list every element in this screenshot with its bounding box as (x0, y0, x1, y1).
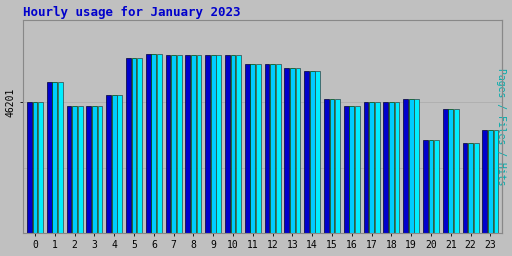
Bar (443, 109, 447, 256)
Bar (335, 99, 340, 256)
Bar (256, 65, 261, 256)
Bar (409, 99, 414, 256)
Bar (126, 58, 131, 256)
Bar (245, 65, 250, 256)
Bar (434, 140, 439, 256)
Bar (375, 102, 379, 256)
Bar (172, 56, 176, 256)
Bar (112, 95, 117, 256)
Bar (146, 54, 151, 256)
Bar (310, 71, 314, 256)
Bar (429, 140, 433, 256)
Bar (364, 102, 369, 256)
Bar (225, 56, 230, 256)
Bar (383, 102, 388, 256)
Bar (488, 130, 493, 256)
Bar (157, 54, 162, 256)
Bar (315, 71, 320, 256)
Bar (38, 102, 43, 256)
Bar (403, 99, 408, 256)
Bar (324, 99, 329, 256)
Bar (270, 65, 275, 256)
Bar (349, 106, 354, 256)
Bar (78, 106, 82, 256)
Bar (474, 143, 479, 256)
Bar (231, 56, 236, 256)
Text: Hourly usage for January 2023: Hourly usage for January 2023 (23, 6, 241, 18)
Bar (468, 143, 473, 256)
Bar (92, 106, 97, 256)
Bar (191, 56, 196, 256)
Bar (205, 56, 210, 256)
Bar (369, 102, 374, 256)
Bar (58, 82, 63, 256)
Bar (211, 56, 216, 256)
Bar (285, 68, 289, 256)
Bar (33, 102, 37, 256)
Bar (395, 102, 399, 256)
Bar (355, 106, 360, 256)
Bar (185, 56, 190, 256)
Bar (463, 143, 467, 256)
Bar (197, 56, 201, 256)
Y-axis label: Pages / Files / Hits: Pages / Files / Hits (497, 68, 506, 185)
Bar (98, 106, 102, 256)
Bar (276, 65, 281, 256)
Bar (72, 106, 77, 256)
Bar (449, 109, 453, 256)
Bar (304, 71, 309, 256)
Bar (482, 130, 487, 256)
Bar (152, 54, 156, 256)
Bar (330, 99, 334, 256)
Bar (217, 56, 221, 256)
Bar (290, 68, 295, 256)
Bar (344, 106, 349, 256)
Bar (389, 102, 394, 256)
Bar (117, 95, 122, 256)
Bar (137, 58, 142, 256)
Bar (423, 140, 428, 256)
Bar (250, 65, 255, 256)
Bar (414, 99, 419, 256)
Bar (27, 102, 32, 256)
Bar (67, 106, 72, 256)
Bar (106, 95, 111, 256)
Bar (265, 65, 269, 256)
Bar (295, 68, 301, 256)
Bar (236, 56, 241, 256)
Bar (166, 56, 170, 256)
Bar (494, 130, 498, 256)
Bar (47, 82, 52, 256)
Bar (132, 58, 136, 256)
Bar (177, 56, 182, 256)
Bar (87, 106, 91, 256)
Bar (53, 82, 57, 256)
Bar (454, 109, 459, 256)
